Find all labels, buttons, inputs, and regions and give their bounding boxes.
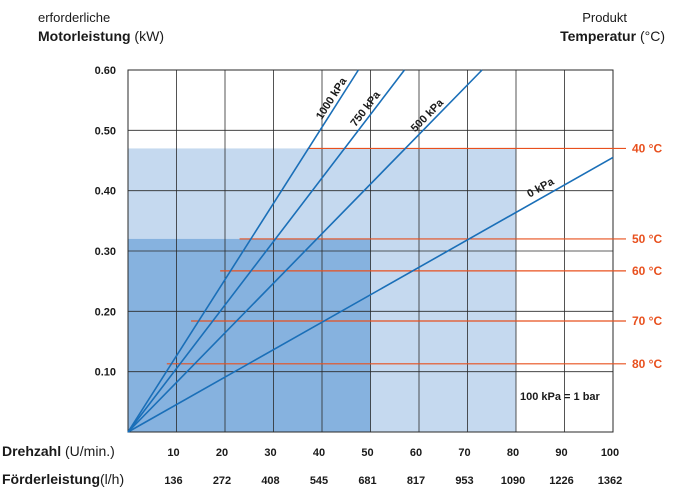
unit-note-text: 100 kPa = 1 bar — [520, 391, 601, 403]
x2-tick-label: 1226 — [549, 475, 573, 487]
series-line — [127, 69, 360, 433]
x2-axis-title: Förderleistung(l/h) — [2, 471, 124, 487]
x2-tick-label: 1090 — [501, 475, 525, 487]
right-axis-title-line2: Temperatur (°C) — [560, 28, 665, 46]
y-axis-title-bold: Motorleistung — [38, 28, 131, 44]
x2-tick-label: 1362 — [598, 475, 622, 487]
x2-tick-label: 408 — [261, 475, 279, 487]
temperature-label: 70 °C — [632, 314, 662, 328]
y-tick-label: 0.30 — [95, 246, 116, 258]
x-tick-label: 40 — [313, 447, 325, 459]
x2-tick-label: 272 — [213, 475, 231, 487]
y-tick-labels: 0.60 0.50 0.40 0.30 0.20 0.10 — [95, 65, 116, 379]
temperature-label: 40 °C — [632, 141, 662, 155]
x2-tick-label: 545 — [310, 475, 328, 487]
x-axis-title: Drehzahl (U/min.) — [2, 443, 115, 459]
y-tick-label: 0.60 — [95, 65, 116, 77]
x-tick-label: 10 — [167, 447, 179, 459]
x-tick-label: 50 — [361, 447, 373, 459]
series-label: 1000 kPa — [314, 75, 350, 122]
x2-tick-label: 953 — [455, 475, 473, 487]
x-tick-label: 70 — [458, 447, 470, 459]
x-tick-label: 20 — [216, 447, 228, 459]
series-line — [127, 69, 483, 433]
right-axis-unit: (°C) — [636, 28, 665, 44]
y-tick-label: 0.50 — [95, 125, 116, 137]
x-tick-label: 60 — [410, 447, 422, 459]
y-axis-title-line1: erforderliche — [38, 10, 111, 25]
x-tick-label: 90 — [555, 447, 567, 459]
plot-frame — [127, 69, 614, 433]
x-tick-label: 80 — [507, 447, 519, 459]
x2-tick-label: 817 — [407, 475, 425, 487]
series-line — [127, 69, 406, 433]
x2-tick-label: 681 — [358, 475, 376, 487]
y-tick-label: 0.10 — [95, 367, 116, 379]
temperature-label: 50 °C — [632, 232, 662, 246]
temperature-label: 60 °C — [632, 264, 662, 278]
x2-tick-label: 136 — [164, 475, 182, 487]
operating-region-2 — [128, 238, 371, 432]
chart-grid — [127, 69, 614, 433]
y-tick-label: 0.40 — [95, 186, 116, 198]
temperature-label: 80 °C — [632, 357, 662, 371]
temperature-lines: 40 °C 50 °C 60 °C 70 °C 80 °C — [166, 141, 662, 371]
right-axis-title-bold: Temperatur — [560, 28, 637, 44]
x-tick-label: 30 — [264, 447, 276, 459]
y-axis-unit: (kW) — [130, 28, 164, 44]
y-axis-title-line2: Motorleistung (kW) — [38, 28, 164, 46]
series-label: 500 kPa — [409, 96, 447, 134]
x-axis-rows: Drehzahl (U/min.) Förderleistung(l/h) 10… — [2, 443, 622, 487]
unit-note: 100 kPa = 1 bar — [520, 391, 601, 403]
right-axis-title-line1: Produkt — [582, 10, 627, 25]
x-tick-label: 100 — [601, 447, 619, 459]
series-label: 0 kPa — [525, 175, 557, 200]
series-label: 750 kPa — [349, 89, 384, 130]
series-line — [127, 156, 614, 433]
y-tick-label: 0.20 — [95, 306, 116, 318]
